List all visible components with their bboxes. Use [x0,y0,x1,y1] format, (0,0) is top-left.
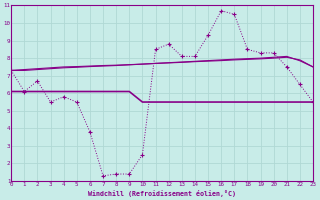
X-axis label: Windchill (Refroidissement éolien,°C): Windchill (Refroidissement éolien,°C) [88,190,236,197]
